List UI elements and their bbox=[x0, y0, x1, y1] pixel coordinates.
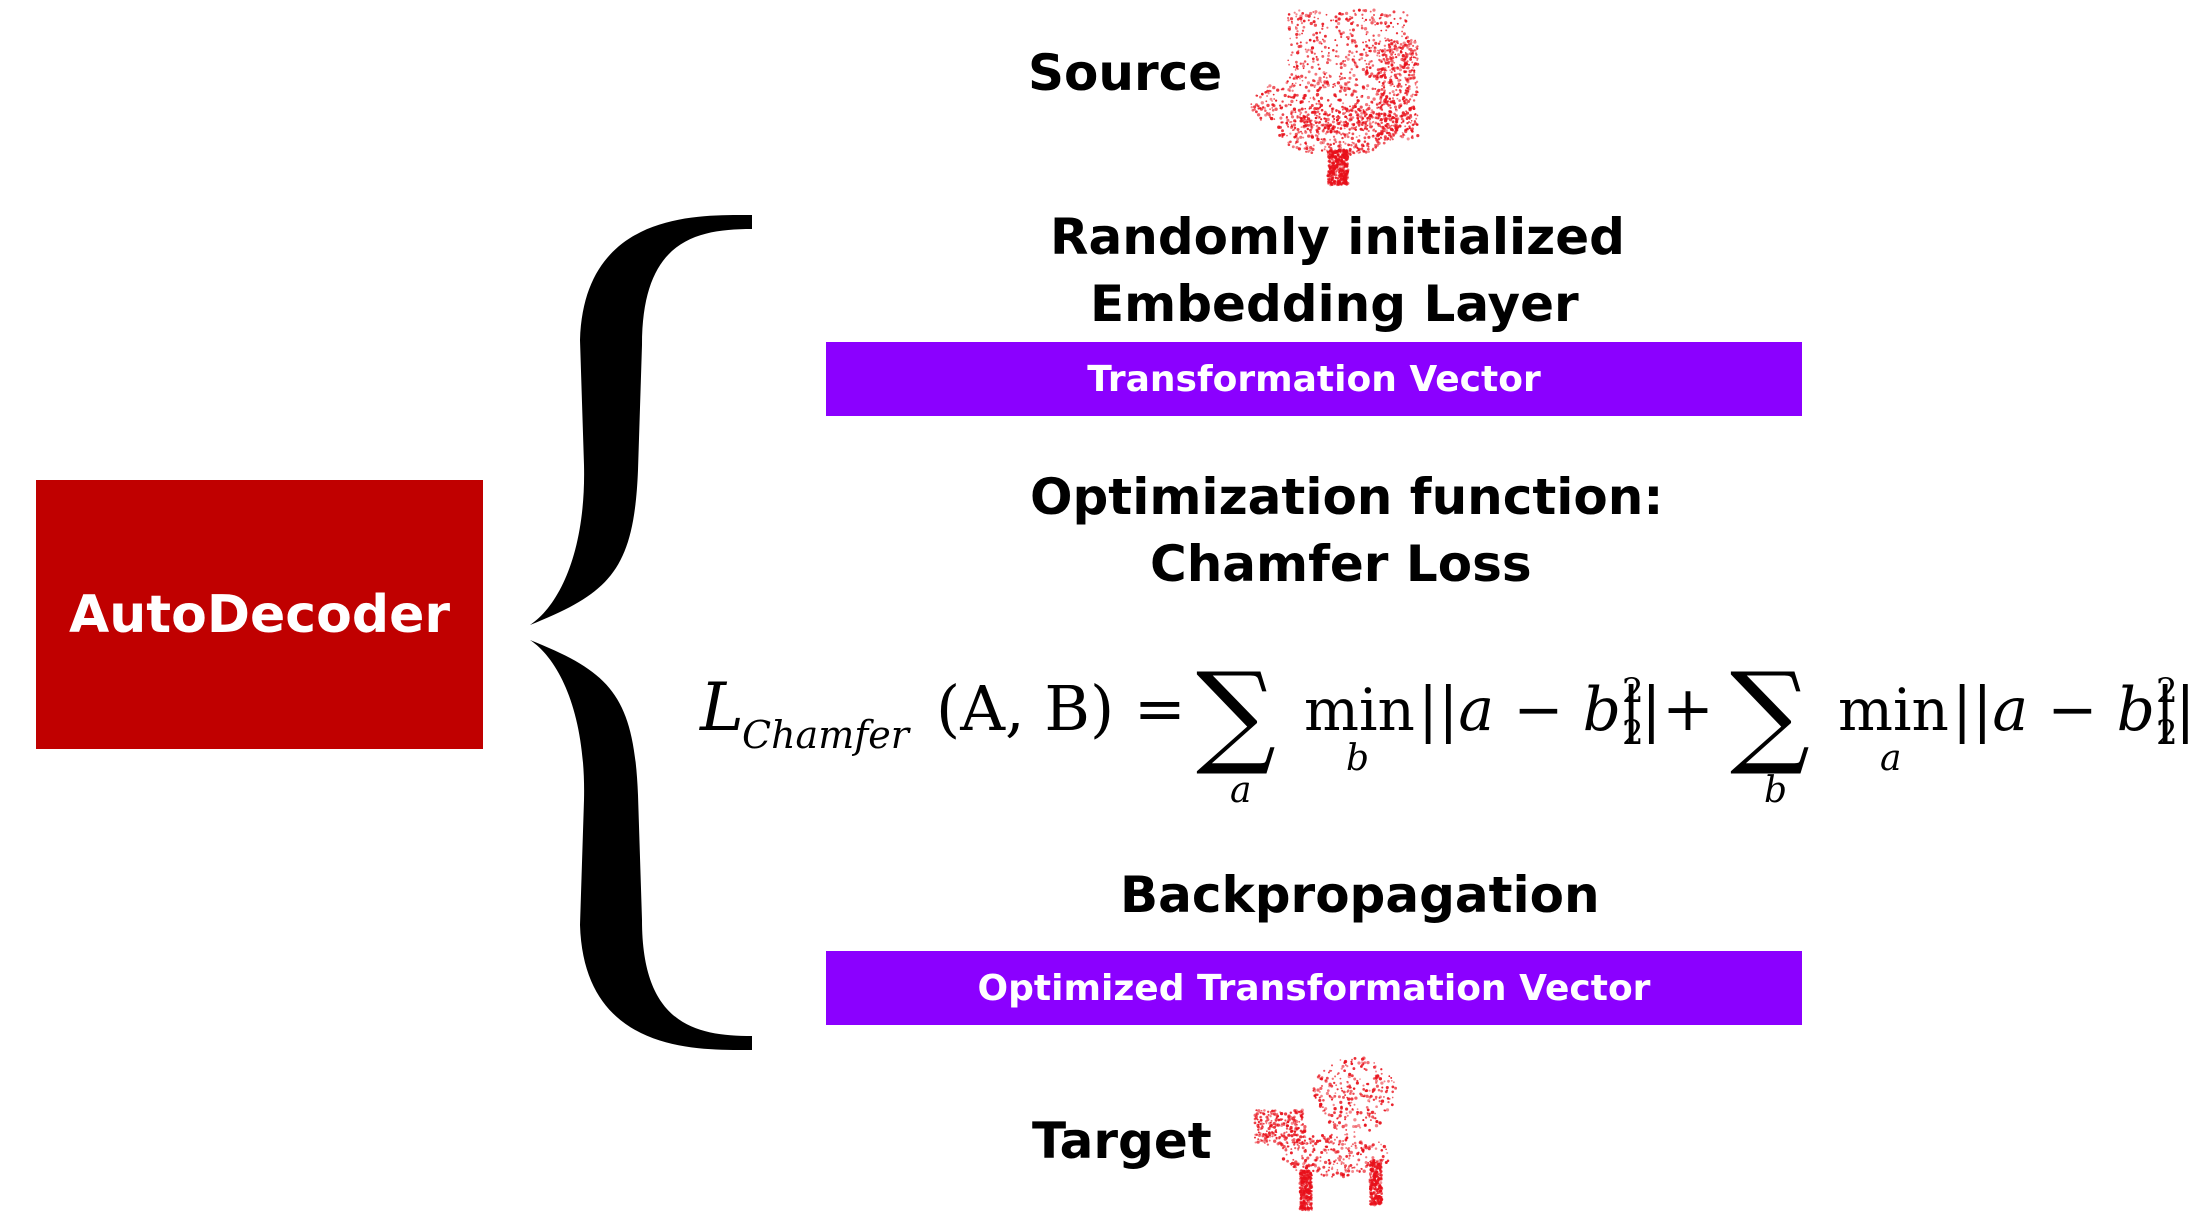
optimized-transformation-vector-bar: Optimized Transformation Vector bbox=[826, 951, 1802, 1025]
transformation-vector-label: Transformation Vector bbox=[1087, 358, 1541, 400]
embedding-title-line2: Embedding Layer bbox=[1090, 275, 1579, 333]
chamfer-loss-equation: L Chamfer (A, B) = ∑ a min b ||a − b|| 2… bbox=[699, 649, 2190, 811]
target-label: Target bbox=[1032, 1112, 1212, 1170]
source-label: Source bbox=[1028, 44, 1223, 102]
eq-norm-1: ||a − b|| bbox=[1418, 675, 1661, 745]
eq-min-1: min bbox=[1304, 676, 1415, 744]
eq-subscript: Chamfer bbox=[742, 713, 912, 757]
optimization-title-line1: Optimization function: bbox=[1030, 468, 1664, 526]
eq-sub-2: 2 bbox=[2156, 713, 2178, 753]
eq-sup-1: 2 bbox=[1622, 671, 1644, 711]
eq-sub-1: 2 bbox=[1622, 713, 1644, 753]
eq-min-2: min bbox=[1838, 676, 1949, 744]
autodecoder-label: AutoDecoder bbox=[69, 584, 450, 645]
autodecoder-box: AutoDecoder bbox=[36, 480, 483, 749]
eq-sum-1: ∑ bbox=[1196, 649, 1276, 779]
eq-sum-2: ∑ bbox=[1730, 649, 1810, 779]
optimization-title-line2: Chamfer Loss bbox=[1150, 535, 1532, 593]
eq-min-1-index: b bbox=[1346, 738, 1369, 779]
eq-plus: + bbox=[1662, 672, 1714, 745]
target-point-cloud-icon bbox=[1253, 1056, 1398, 1212]
embedding-title-line1: Randomly initialized bbox=[1050, 208, 1625, 266]
transformation-vector-bar: Transformation Vector bbox=[826, 342, 1802, 416]
source-point-cloud-icon bbox=[1250, 8, 1420, 187]
eq-norm-2: ||a − b|| bbox=[1952, 675, 2190, 745]
eq-sum-1-index: a bbox=[1230, 770, 1251, 811]
optimized-transformation-vector-label: Optimized Transformation Vector bbox=[977, 967, 1651, 1009]
eq-args: (A, B) = bbox=[936, 672, 1186, 745]
curly-brace-icon bbox=[530, 215, 752, 1050]
eq-min-2-index: a bbox=[1880, 738, 1901, 779]
backpropagation-label: Backpropagation bbox=[1120, 866, 1600, 924]
eq-L: L bbox=[699, 669, 744, 746]
eq-sup-2: 2 bbox=[2156, 671, 2178, 711]
eq-sum-2-index: b bbox=[1764, 770, 1787, 811]
